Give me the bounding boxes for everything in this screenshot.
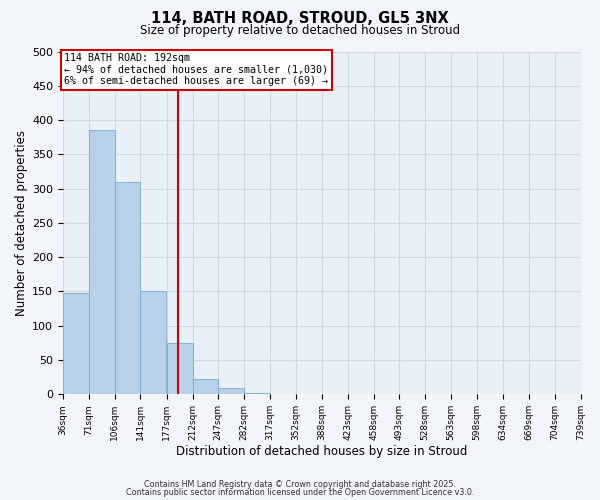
Text: Size of property relative to detached houses in Stroud: Size of property relative to detached ho… xyxy=(140,24,460,37)
Bar xyxy=(63,294,89,394)
Bar xyxy=(244,393,270,394)
Bar xyxy=(115,182,140,394)
Y-axis label: Number of detached properties: Number of detached properties xyxy=(15,130,28,316)
Text: 114 BATH ROAD: 192sqm
← 94% of detached houses are smaller (1,030)
6% of semi-de: 114 BATH ROAD: 192sqm ← 94% of detached … xyxy=(64,53,328,86)
Bar xyxy=(89,130,115,394)
Bar xyxy=(193,379,218,394)
Bar xyxy=(167,343,193,394)
Text: 114, BATH ROAD, STROUD, GL5 3NX: 114, BATH ROAD, STROUD, GL5 3NX xyxy=(151,11,449,26)
X-axis label: Distribution of detached houses by size in Stroud: Distribution of detached houses by size … xyxy=(176,444,467,458)
Text: Contains public sector information licensed under the Open Government Licence v3: Contains public sector information licen… xyxy=(126,488,474,497)
Bar xyxy=(218,388,244,394)
Text: Contains HM Land Registry data © Crown copyright and database right 2025.: Contains HM Land Registry data © Crown c… xyxy=(144,480,456,489)
Bar xyxy=(140,292,166,394)
